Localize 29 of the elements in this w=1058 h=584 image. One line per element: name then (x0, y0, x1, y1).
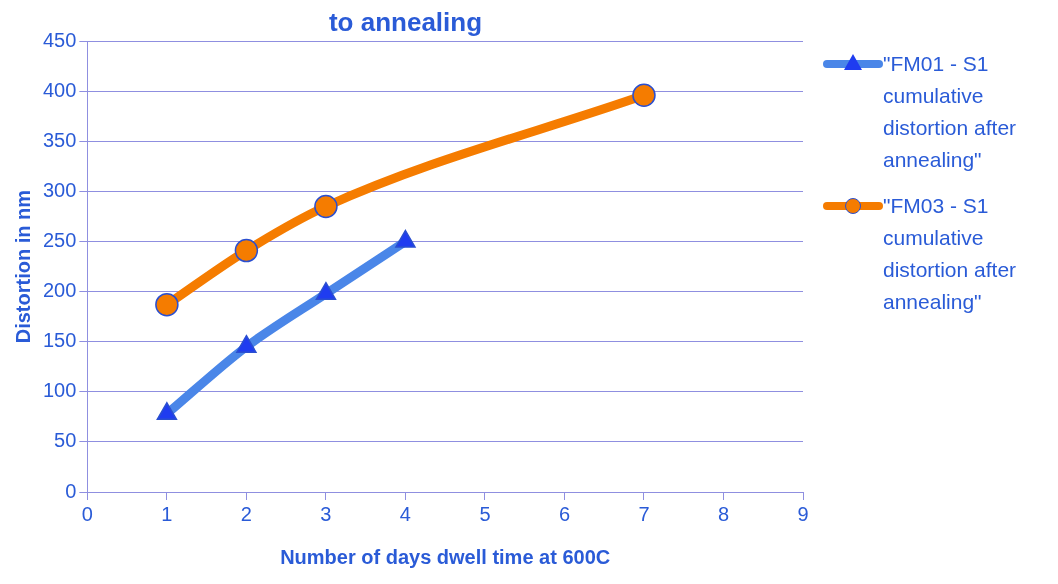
legend-label: "FM03 - S1 cumulative distortion after annealing" (883, 193, 1018, 315)
y-tick-label: 150 (42, 329, 77, 352)
x-tick-label: 0 (81, 502, 93, 525)
y-tick-label: 300 (42, 178, 77, 201)
x-tick-label: 1 (161, 502, 173, 525)
y-tick-label: 200 (42, 279, 77, 302)
x-tick-label: 6 (558, 502, 571, 525)
y-tick-label: 350 (42, 128, 77, 151)
x-tick-label: 4 (399, 502, 411, 525)
x-tick-label: 5 (479, 502, 491, 525)
point (155, 292, 179, 317)
y-tick-label: 450 (42, 28, 77, 51)
x-tick-label: 2 (240, 502, 252, 525)
y-tick-label: 400 (42, 78, 77, 101)
y-tick-label: 0 (65, 479, 77, 502)
x-tick-label: 9 (797, 502, 809, 525)
y-tick-label: 250 (42, 229, 77, 252)
x-tick-label: 3 (320, 502, 332, 525)
x-tick-label: 8 (717, 502, 730, 525)
chart-title: to annealing (328, 6, 483, 37)
point (234, 238, 259, 263)
y-tick-label: 100 (42, 379, 77, 402)
x-axis-title: Number of days dwell time at 600C (280, 545, 611, 568)
point (314, 194, 338, 219)
y-axis-title: Distortion in nm (11, 189, 34, 344)
y-tick-label: 50 (54, 429, 77, 452)
x-tick-label: 7 (638, 502, 650, 525)
point (632, 83, 656, 108)
legend-label: "FM01 - S1 cumulative distortion after annealing" (883, 51, 1018, 173)
